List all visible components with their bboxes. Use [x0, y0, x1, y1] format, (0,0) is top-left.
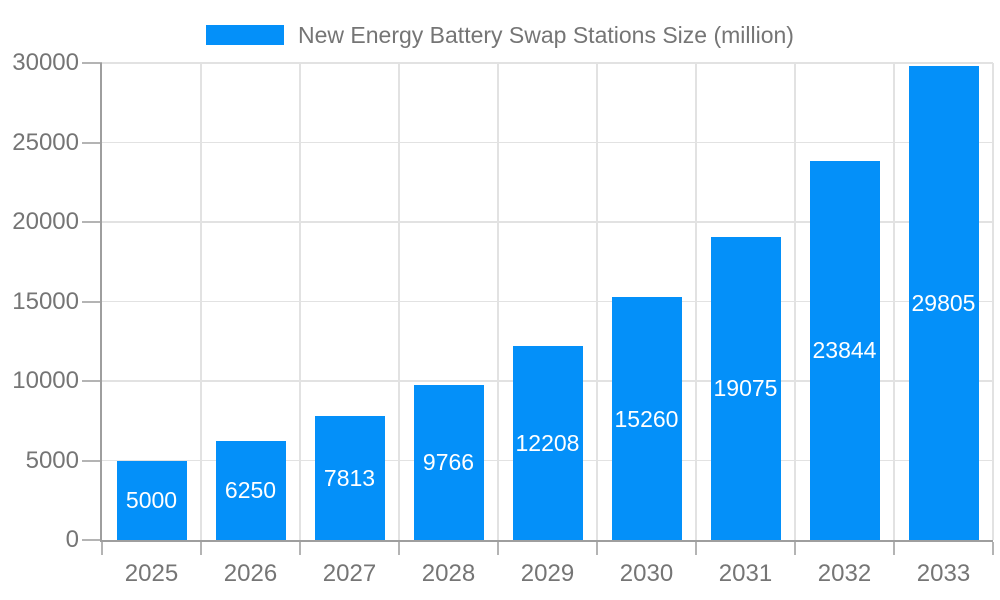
y-axis-tick-label: 15000	[12, 287, 79, 315]
y-axis-tick-label: 25000	[12, 128, 79, 156]
x-axis-tick	[893, 542, 895, 555]
bar-value-label: 5000	[125, 487, 178, 514]
legend-swatch	[206, 25, 284, 45]
x-axis-tick	[497, 542, 499, 555]
y-axis-tick-label: 30000	[12, 49, 79, 76]
bar-value-label: 9766	[422, 449, 475, 476]
x-axis-tick-label: 2032	[817, 560, 872, 587]
bar-value-label: 19075	[713, 375, 778, 402]
x-axis-tick-label: 2033	[916, 560, 971, 587]
bar-value-label: 6250	[224, 477, 277, 504]
x-axis-tick	[299, 542, 301, 555]
bar[interactable]: 29805	[908, 66, 979, 540]
gridline	[299, 63, 301, 540]
gridline	[794, 63, 796, 540]
y-axis-tick-label: 10000	[12, 367, 79, 394]
y-axis-tick-label: 5000	[25, 446, 79, 474]
x-axis-tick	[992, 542, 994, 555]
bar[interactable]: 5000	[116, 460, 187, 540]
gridline	[596, 63, 598, 540]
y-axis-tick-label: 20000	[12, 208, 79, 235]
gridline	[695, 63, 697, 540]
x-axis-tick	[398, 542, 400, 555]
y-axis-tick-label: 0	[65, 526, 79, 553]
x-axis-tick-label: 2031	[718, 560, 773, 587]
bar[interactable]: 23844	[809, 160, 880, 540]
x-axis-tick-label: 2029	[520, 560, 575, 587]
bar-value-label: 7813	[323, 464, 376, 491]
legend-item[interactable]: New Energy Battery Swap Stations Size (m…	[0, 23, 1000, 47]
y-axis-tick	[82, 62, 102, 64]
legend-label: New Energy Battery Swap Stations Size (m…	[298, 22, 794, 48]
x-axis-tick-label: 2025	[124, 560, 179, 587]
gridline	[102, 141, 993, 144]
gridline	[893, 63, 895, 540]
x-axis-tick-label: 2026	[223, 560, 278, 587]
y-axis-tick	[82, 221, 102, 223]
gridline	[992, 63, 994, 540]
x-axis-tick	[695, 542, 697, 555]
bar-value-label: 12208	[515, 429, 580, 456]
x-axis-tick-label: 2030	[619, 560, 674, 587]
x-axis-line	[100, 540, 993, 542]
y-axis-tick	[82, 300, 102, 303]
bar[interactable]: 6250	[215, 440, 286, 540]
gridline	[497, 63, 499, 540]
y-axis-tick	[82, 141, 102, 144]
bar[interactable]: 12208	[512, 345, 583, 540]
gridline	[102, 62, 993, 64]
y-axis-tick	[82, 380, 102, 382]
x-axis-tick-label: 2027	[322, 560, 377, 587]
bar[interactable]: 7813	[314, 415, 385, 540]
x-axis-tick-label: 2028	[421, 560, 476, 587]
gridline	[200, 63, 202, 540]
bar[interactable]: 15260	[611, 297, 682, 540]
bar-value-label: 15260	[614, 405, 679, 432]
gridline	[102, 221, 993, 223]
gridline	[102, 300, 993, 303]
bar[interactable]: 19075	[710, 236, 781, 540]
y-axis-tick	[82, 539, 102, 541]
x-axis-tick	[596, 542, 598, 555]
bar-value-label: 23844	[812, 337, 877, 364]
x-axis-tick	[101, 542, 103, 555]
y-axis-line	[100, 63, 102, 542]
bar-value-label: 29805	[911, 290, 976, 317]
x-axis-tick	[200, 542, 202, 555]
bar[interactable]: 9766	[413, 384, 484, 540]
gridline	[398, 63, 400, 540]
x-axis-tick	[794, 542, 796, 555]
y-axis-tick	[82, 459, 102, 462]
